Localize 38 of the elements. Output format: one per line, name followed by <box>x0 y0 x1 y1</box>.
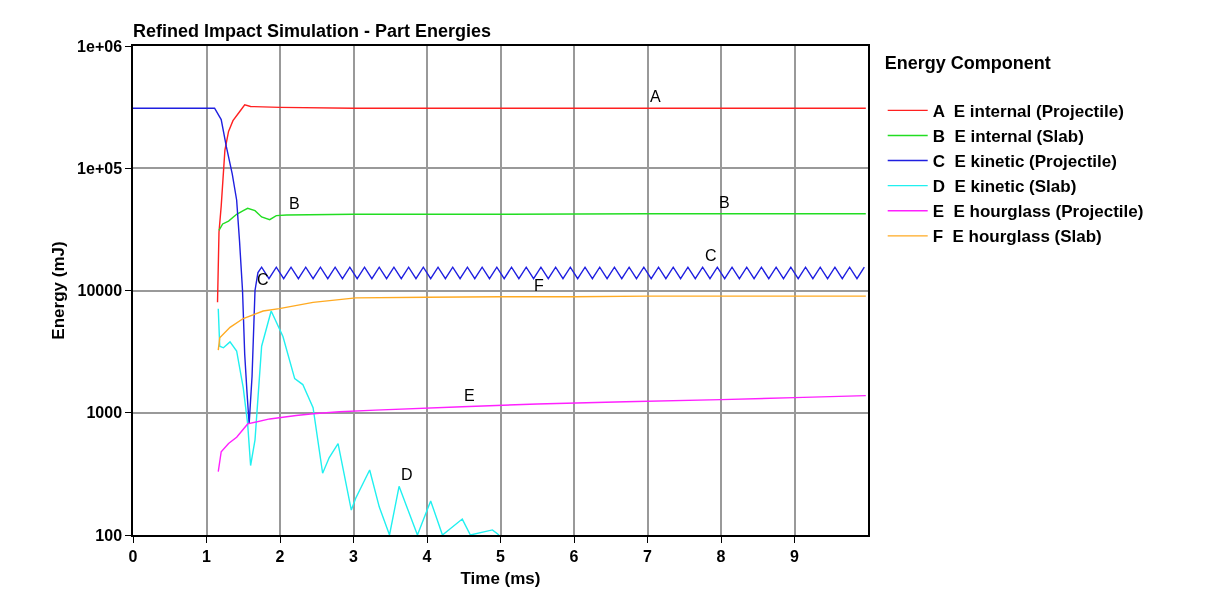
legend-label: F E hourglass (Slab) <box>932 227 1102 247</box>
line-series <box>218 207 867 232</box>
annotation: C <box>257 271 269 288</box>
x-tick-label: 6 <box>569 547 579 565</box>
line-series <box>217 307 500 535</box>
y-tick-label: 1000 <box>86 404 123 422</box>
annotation: F <box>534 277 544 294</box>
x-tick-label: 1 <box>202 547 212 565</box>
line-series <box>133 107 866 425</box>
y-tick-label: 1e+05 <box>77 159 123 177</box>
chart-title: Refined Impact Simulation - Part Energies <box>133 21 492 42</box>
x-tick-label: 9 <box>790 547 800 565</box>
annotation: C <box>705 247 717 264</box>
legend-title: Energy Component <box>884 53 1051 74</box>
x-tick-label: 7 <box>643 547 653 565</box>
legend-label: B E internal (Slab) <box>932 127 1084 147</box>
x-axis-title: Time (ms) <box>460 568 541 588</box>
annotation: B <box>289 195 300 212</box>
x-tick-label: 3 <box>349 547 359 565</box>
legend-label: A E internal (Projectile) <box>932 101 1124 121</box>
annotation: A <box>650 88 661 105</box>
legend-label: D E kinetic (Slab) <box>932 177 1077 197</box>
x-tick-label: 8 <box>716 547 726 565</box>
annotation: E <box>464 387 475 404</box>
annotation: B <box>719 194 730 211</box>
x-tick-label: 0 <box>128 547 138 565</box>
legend-label: C E kinetic (Projectile) <box>932 152 1117 172</box>
line-series <box>217 295 867 351</box>
x-tick-label: 2 <box>275 547 285 565</box>
y-tick-label: 100 <box>95 526 123 544</box>
y-tick-label: 1e+06 <box>77 37 123 55</box>
annotation: D <box>401 466 413 483</box>
x-tick-label: 4 <box>422 547 432 565</box>
x-tick-label: 5 <box>496 547 506 565</box>
legend-label: E E hourglass (Projectile) <box>932 202 1144 222</box>
line-series <box>216 104 867 304</box>
y-tick-label: 10000 <box>77 282 123 300</box>
y-axis-title: Energy (mJ) <box>49 241 69 340</box>
